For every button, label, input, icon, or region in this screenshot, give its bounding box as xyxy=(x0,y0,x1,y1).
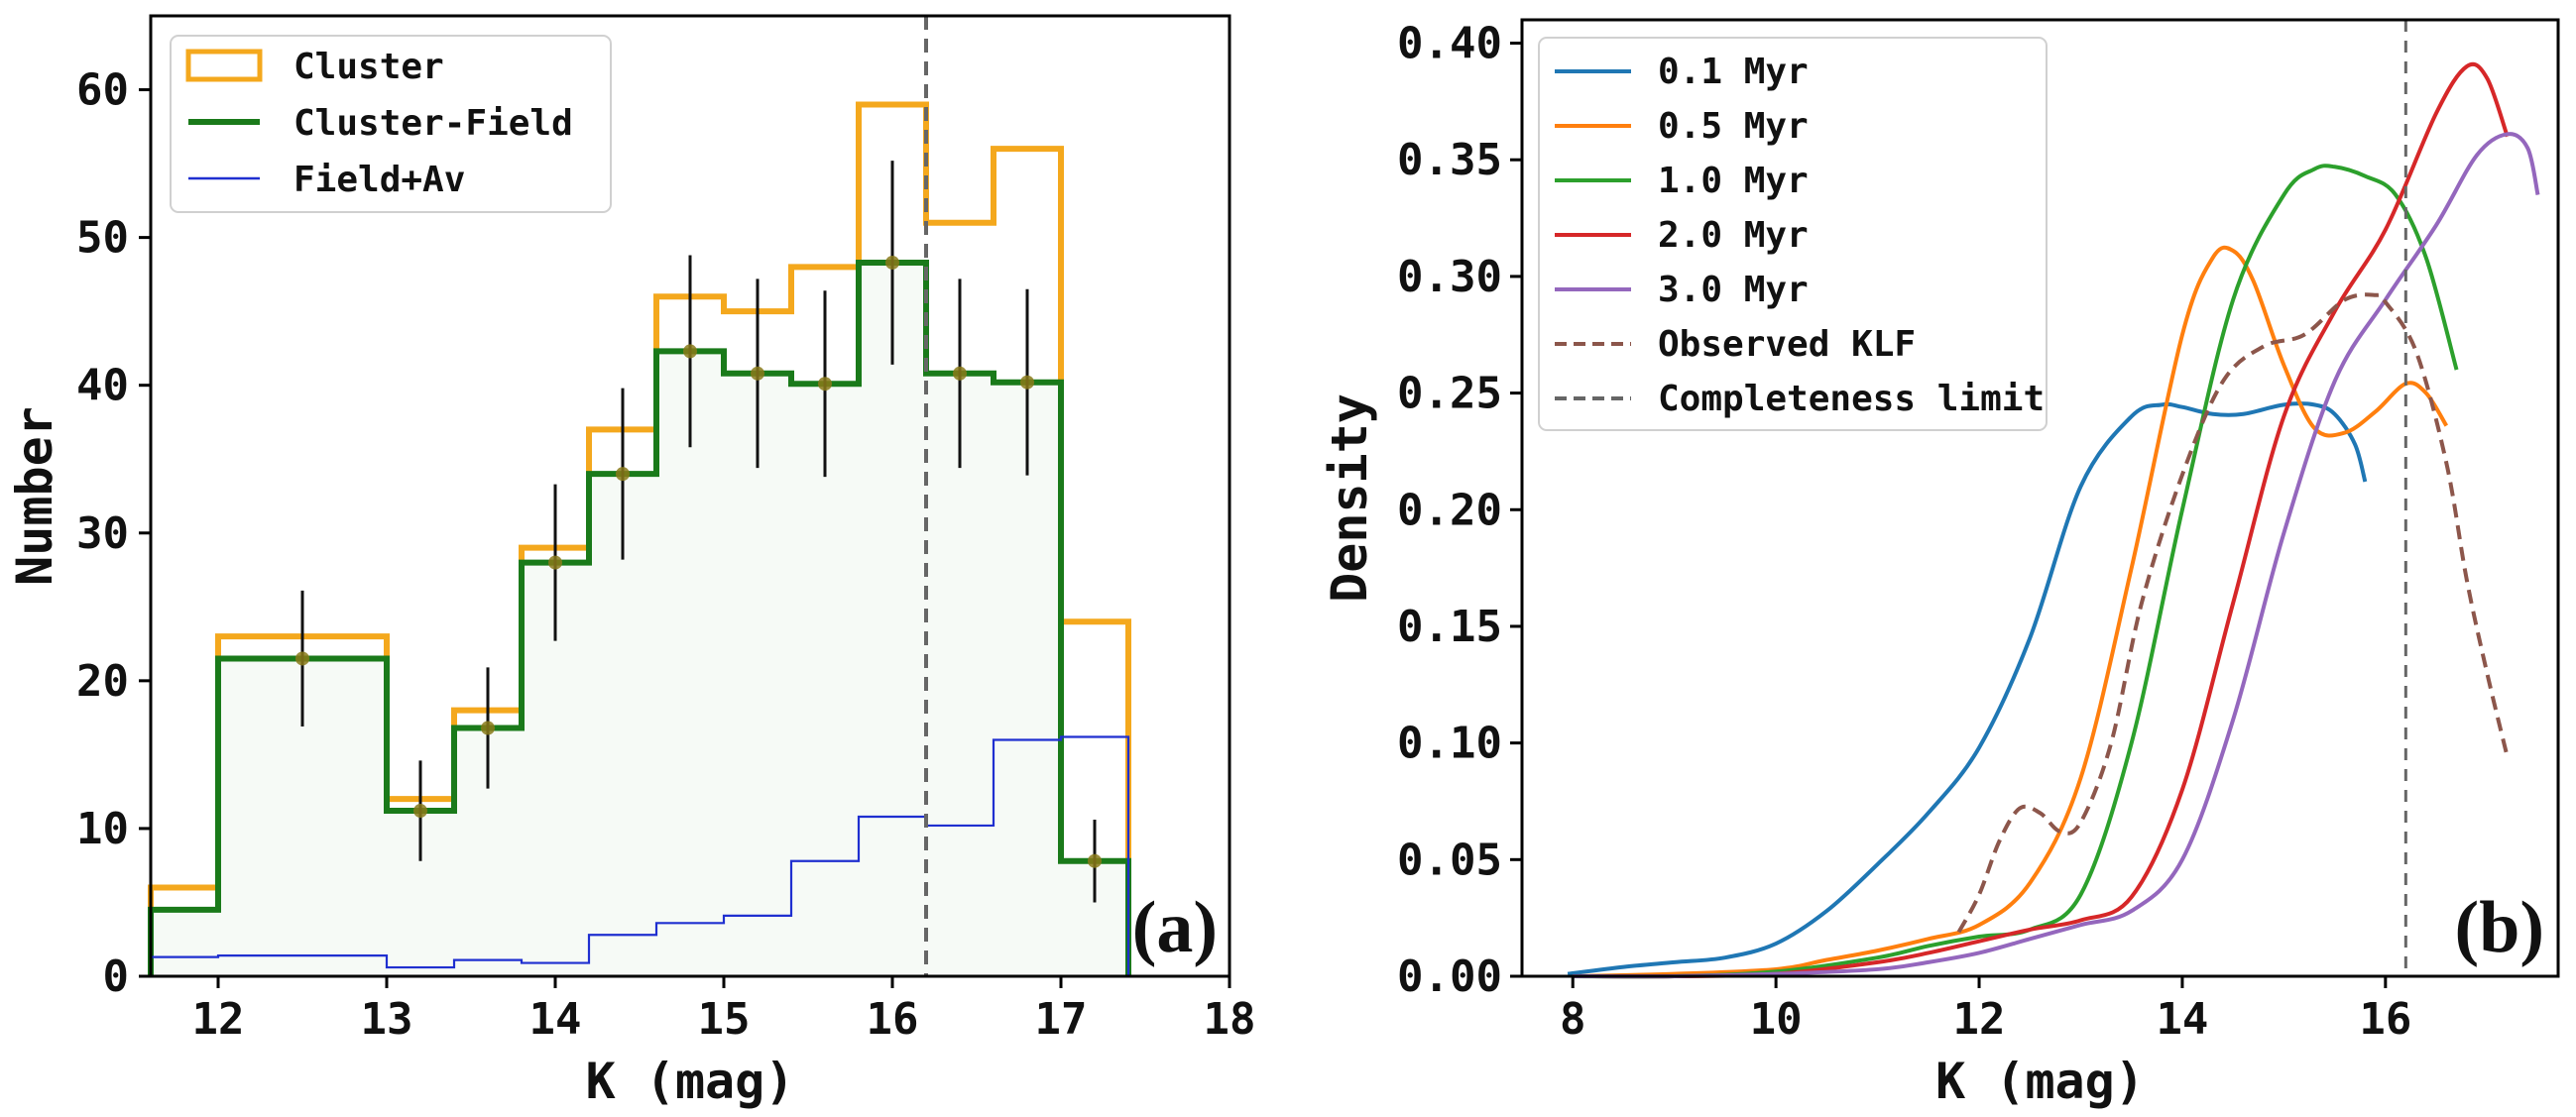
axis-ticks-b: 8 10 12 14 16 0.00 0.05 0.10 0.15 0.20 0.25 0.30 0.3… xyxy=(1397,19,2411,1045)
error-bars xyxy=(295,161,1102,903)
y-tick-label: 0 xyxy=(103,951,130,1002)
series-field-av xyxy=(149,735,1130,976)
x-tick-label: 14 xyxy=(2156,994,2208,1045)
y-tick-label: 60 xyxy=(76,65,129,116)
error-point xyxy=(953,366,967,381)
error-point xyxy=(818,377,832,391)
shade-bar xyxy=(994,382,1061,976)
shade-bar xyxy=(724,373,791,977)
y-axis-label-a: Number xyxy=(6,406,63,586)
x-tick-label: 14 xyxy=(529,994,582,1045)
legend-label: 0.5 Myr xyxy=(1658,106,1809,147)
y-tick-label: 0.25 xyxy=(1397,369,1502,419)
legend-label: Observed KLF xyxy=(1658,324,1916,365)
legend-a: Cluster Cluster-Field Field+Av xyxy=(170,35,612,213)
legend-b: 0.1 Myr 0.5 Myr 1.0 Myr 2.0 Myr 3.0 Myr Obser… xyxy=(1538,37,2048,431)
y-tick-label: 50 xyxy=(76,213,129,264)
x-tick-label: 15 xyxy=(698,994,751,1045)
legend-label: 1.0 Myr xyxy=(1658,161,1809,201)
cluster-field-shading xyxy=(151,262,1128,977)
y-tick-label: 10 xyxy=(76,804,129,854)
series-3-0-myr xyxy=(1573,132,2540,979)
legend-label: Field+Av xyxy=(293,160,465,200)
series-2-0-myr xyxy=(1573,61,2510,979)
y-tick-label: 0.00 xyxy=(1397,951,1502,1002)
legend-label: 0.1 Myr xyxy=(1658,52,1809,92)
shade-bar xyxy=(791,384,859,976)
y-tick-label: 0.15 xyxy=(1397,602,1502,652)
x-tick-label: 8 xyxy=(1560,994,1586,1045)
panel-b: 8 10 12 14 16 0.00 0.05 0.10 0.15 0.20 0.25 0.30 0.3… xyxy=(1321,18,2560,1110)
axes-frame-b xyxy=(1520,18,2560,978)
x-tick-label: 12 xyxy=(1953,994,2006,1045)
x-tick-label: 16 xyxy=(867,994,919,1045)
error-point xyxy=(413,804,427,819)
density-series xyxy=(1567,61,2540,979)
y-tick-label: 0.30 xyxy=(1397,252,1502,302)
x-tick-label: 13 xyxy=(361,994,413,1045)
shade-bar xyxy=(926,373,994,977)
error-point xyxy=(885,255,899,270)
legend-label: Cluster xyxy=(293,47,444,87)
y-tick-label: 20 xyxy=(76,656,129,707)
series-1-0-myr xyxy=(1573,164,2459,979)
error-point xyxy=(481,721,495,735)
legend-label: Completeness limit xyxy=(1658,379,2045,419)
legend-box xyxy=(1538,37,2048,431)
error-point xyxy=(1020,375,1034,390)
panel-label-a: (a) xyxy=(1132,887,1218,968)
x-axis-label-b: K (mag) xyxy=(1935,1053,2145,1110)
series-0-5-myr xyxy=(1573,245,2449,978)
shade-bar xyxy=(859,262,926,976)
legend-swatch-cluster xyxy=(185,49,263,82)
y-axis-label-b: Density xyxy=(1321,393,1378,603)
axes-frame-a xyxy=(149,14,1231,978)
x-tick-label: 17 xyxy=(1035,994,1088,1045)
y-tick-label: 0.20 xyxy=(1397,485,1502,535)
y-tick-label: 30 xyxy=(76,508,129,559)
y-tick-label: 0.40 xyxy=(1397,19,1502,69)
error-point xyxy=(683,344,697,359)
legend-label: 2.0 Myr xyxy=(1658,215,1809,256)
shade-bar xyxy=(151,909,218,976)
y-tick-label: 40 xyxy=(76,361,129,411)
x-tick-label: 10 xyxy=(1750,994,1803,1045)
series-observed-klf xyxy=(1956,292,2510,934)
y-tick-label: 0.05 xyxy=(1397,835,1502,885)
series-0-1-myr xyxy=(1567,401,2368,976)
shade-bar xyxy=(656,351,724,976)
error-point xyxy=(295,651,309,666)
x-tick-label: 16 xyxy=(2359,994,2411,1045)
error-point xyxy=(751,366,764,381)
y-tick-label: 0.35 xyxy=(1397,135,1502,185)
axis-ticks-a: 12 13 14 15 16 17 18 0 10 20 30 40 50 60 xyxy=(76,65,1255,1045)
x-axis-label-a: K (mag) xyxy=(586,1053,795,1110)
panel-label-b: (b) xyxy=(2455,887,2544,968)
x-tick-label: 18 xyxy=(1204,994,1256,1045)
legend-box xyxy=(170,35,612,213)
x-tick-label: 12 xyxy=(192,994,245,1045)
legend-label: Cluster-Field xyxy=(293,103,573,144)
error-point xyxy=(1088,853,1102,868)
panel-a: 12 13 14 15 16 17 18 0 10 20 30 40 50 60 K (mag) Numb… xyxy=(6,14,1255,1110)
error-point xyxy=(548,555,562,570)
legend-label: 3.0 Myr xyxy=(1658,270,1809,310)
y-tick-label: 0.10 xyxy=(1397,719,1502,769)
error-point xyxy=(616,467,630,482)
